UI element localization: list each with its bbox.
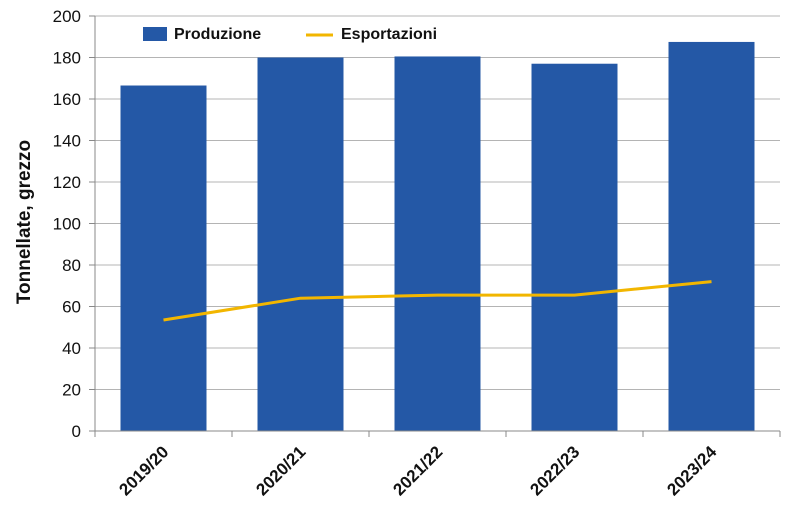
x-tick-label-2023-24: 2023/24 bbox=[663, 442, 720, 499]
y-tick-label-60: 60 bbox=[62, 298, 81, 317]
y-tick-label-120: 120 bbox=[53, 173, 81, 192]
x-tick-label-2022-23: 2022/23 bbox=[526, 442, 583, 499]
y-tick-label-100: 100 bbox=[53, 215, 81, 234]
bar-2023-24 bbox=[668, 41, 755, 431]
x-tick-label-2019-20: 2019/20 bbox=[115, 442, 172, 499]
bar-series-produzione bbox=[120, 41, 755, 432]
x-tick-label-2021-22: 2021/22 bbox=[389, 442, 446, 499]
y-tick-label-200: 200 bbox=[53, 7, 81, 26]
y-tick-label-160: 160 bbox=[53, 90, 81, 109]
line-series-esportazioni bbox=[163, 280, 712, 322]
y-tick-label-0: 0 bbox=[72, 422, 81, 441]
legend-label-produzione: Produzione bbox=[174, 26, 261, 43]
axes bbox=[89, 15, 781, 437]
legend-label-esportazioni: Esportazioni bbox=[341, 26, 437, 43]
y-tick-label-80: 80 bbox=[62, 256, 81, 275]
bar-2020-21 bbox=[257, 57, 344, 431]
legend-swatch-produzione bbox=[143, 27, 167, 41]
legend: Produzione Esportazioni bbox=[143, 26, 437, 43]
x-tick-labels: 2019/20 2020/21 2021/22 2022/23 2023/24 bbox=[115, 442, 720, 499]
x-tick-label-2020-21: 2020/21 bbox=[252, 442, 309, 499]
bar-2019-20 bbox=[120, 85, 207, 431]
y-tick-label-40: 40 bbox=[62, 339, 81, 358]
y-tick-label-20: 20 bbox=[62, 381, 81, 400]
bar-2021-22 bbox=[394, 56, 481, 432]
y-tick-labels: 0 20 40 60 80 100 120 140 160 180 200 bbox=[53, 7, 81, 441]
y-tick-label-180: 180 bbox=[53, 49, 81, 68]
bar-2022-23 bbox=[531, 63, 618, 431]
y-axis-label: Tonnellate, grezzo bbox=[14, 140, 35, 304]
y-tick-label-140: 140 bbox=[53, 132, 81, 151]
